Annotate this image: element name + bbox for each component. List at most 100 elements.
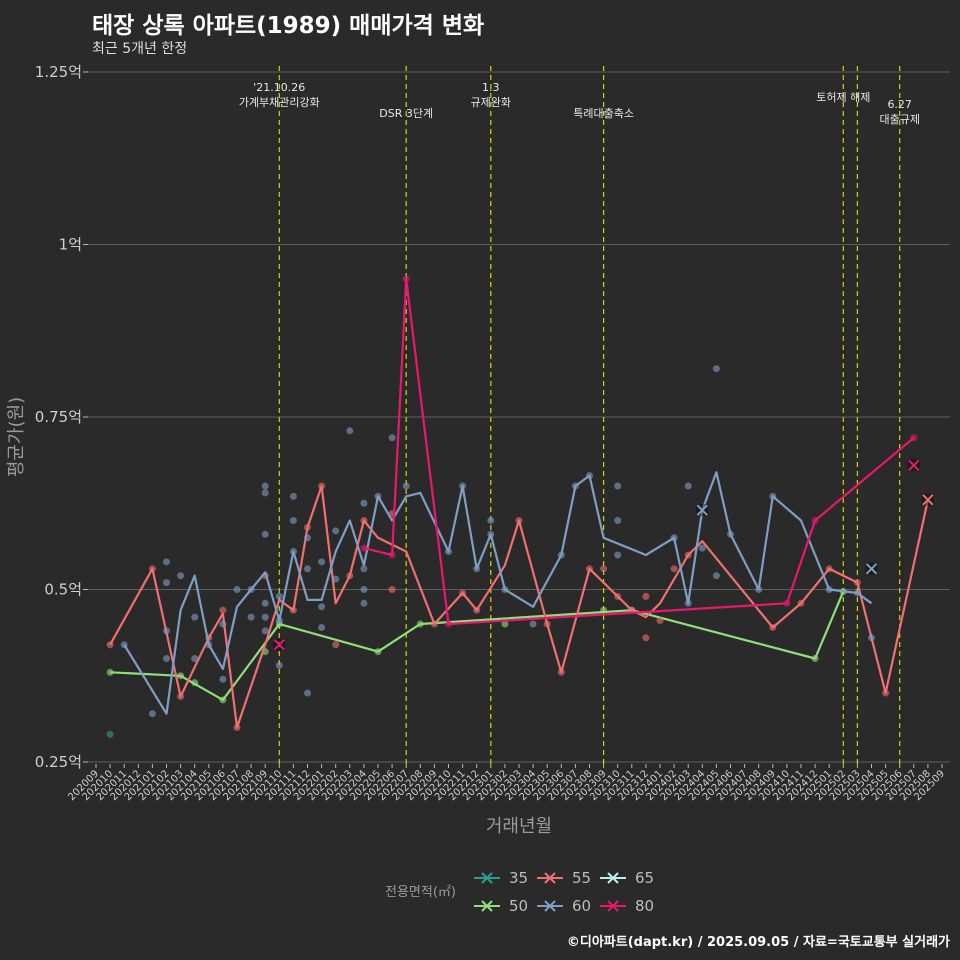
scatter-point-60	[614, 517, 622, 524]
scatter-point-55	[388, 586, 396, 593]
cross-marker-55	[921, 493, 934, 506]
scatter-point-60	[261, 482, 269, 490]
scatter-point-60	[163, 655, 170, 662]
legend-item-55: 55	[537, 869, 591, 887]
legend-title: 전용면적(㎡)	[385, 885, 456, 900]
scatter-point-60	[261, 613, 269, 621]
legend-label: 80	[635, 897, 654, 915]
scatter-point-60	[261, 627, 269, 635]
scatter-point-55	[642, 592, 650, 600]
scatter-point-60	[868, 634, 875, 642]
legend-item-50: 50	[474, 897, 528, 915]
scatter-point-60	[261, 599, 269, 607]
scatter-point-60	[402, 482, 410, 490]
series-line-55	[109, 484, 929, 729]
scatter-point-55	[600, 565, 608, 573]
scatter-point-60	[304, 534, 311, 542]
y-tick-label: 1.25억	[35, 63, 82, 81]
scatter-point-60	[289, 492, 297, 500]
scatter-point-60	[712, 572, 720, 580]
legend-swatch-cross	[544, 900, 556, 912]
scatter-point-55	[642, 634, 650, 642]
legend-item-35: 35	[474, 869, 528, 887]
legend-label: 55	[572, 869, 591, 887]
scatter-point-60	[191, 655, 199, 662]
cross-marker-80	[273, 638, 286, 651]
y-tick-label: 0.25억	[35, 753, 82, 771]
cross-stroke	[273, 638, 286, 651]
scatter-point-35	[106, 730, 114, 738]
chart-title: 태장 상록 아파트(1989) 매매가격 변화	[92, 13, 485, 39]
scatter-point-60	[177, 572, 185, 580]
source-credit: ©디아파트(dapt.kr) / 2025.09.05 / 자료=국토교통부 실…	[566, 935, 950, 950]
event-label: 대출규제	[879, 113, 919, 126]
event-label: 토허제 해제	[816, 90, 870, 104]
series-line-80	[363, 277, 915, 626]
event-label: '21.10.26	[253, 81, 305, 94]
series-line-60	[123, 471, 873, 715]
y-tick-label: 0.75억	[35, 408, 82, 426]
legend-swatch-cross	[481, 872, 493, 884]
y-tick-label: 1억	[59, 236, 82, 254]
scatter-point-60	[318, 558, 326, 566]
event-label: 가계부채관리강화	[239, 96, 320, 109]
scatter-point-60	[332, 527, 340, 535]
scatter-point-50	[501, 620, 509, 628]
x-axis-title: 거래년월	[486, 816, 552, 837]
scatter-point-60	[163, 627, 170, 635]
event-label: 6.27	[887, 98, 912, 111]
legend-item-60: 60	[537, 897, 591, 915]
event-label: 규제완화	[471, 96, 511, 109]
legend-label: 60	[572, 897, 591, 915]
scatter-point-60	[487, 517, 495, 524]
cross-marker-60	[865, 562, 878, 575]
scatter-point-60	[275, 661, 283, 669]
scatter-point-60	[219, 620, 227, 628]
legend-swatch-cross	[481, 900, 493, 912]
scatter-point-60	[360, 499, 368, 507]
scatter-point-60	[360, 599, 368, 607]
legend-swatch-cross	[544, 872, 556, 884]
scatter-point-60	[261, 530, 269, 538]
legend-label: 50	[509, 897, 528, 915]
scatter-point-60	[529, 620, 537, 628]
event-label: 특례대출축소	[573, 107, 634, 120]
scatter-point-60	[318, 603, 326, 611]
chart-subtitle: 최근 5개년 한정	[92, 41, 188, 57]
scatter-point-60	[698, 544, 706, 552]
scatter-point-60	[289, 517, 297, 524]
event-label: DSR 3단계	[379, 107, 433, 120]
series-line-50	[110, 591, 845, 701]
y-tick-label: 0.5억	[44, 581, 82, 599]
scatter-point-60	[233, 586, 241, 593]
legend-item-65: 65	[600, 869, 654, 887]
scatter-point-55	[219, 606, 227, 614]
scatter-point-60	[163, 579, 170, 587]
scatter-point-60	[360, 586, 368, 593]
scatter-point-60	[614, 482, 622, 490]
scatter-point-60	[614, 551, 622, 559]
cross-marker-80	[907, 459, 920, 472]
cross-stroke	[922, 494, 934, 506]
cross-stroke	[865, 563, 878, 575]
scatter-point-55	[332, 641, 340, 649]
cross-stroke	[908, 459, 920, 472]
cross-stroke	[696, 504, 709, 516]
scatter-point-60	[148, 710, 156, 718]
legend-item-80: 80	[600, 897, 654, 915]
y-axis-title: 평균가(원)	[6, 397, 27, 477]
scatter-point-60	[191, 613, 199, 621]
event-label: 1.3	[482, 81, 500, 94]
scatter-point-60	[261, 489, 269, 497]
scatter-point-60	[712, 365, 720, 373]
scatter-point-60	[163, 558, 170, 566]
legend-swatch-cross	[607, 900, 619, 912]
cross-marker-60	[696, 504, 709, 517]
legend-swatch-cross	[607, 872, 619, 884]
scatter-point-60	[346, 427, 354, 435]
scatter-point-60	[304, 565, 311, 573]
scatter-point-60	[360, 565, 368, 573]
scatter-point-60	[684, 482, 692, 490]
scatter-point-60	[247, 613, 255, 621]
